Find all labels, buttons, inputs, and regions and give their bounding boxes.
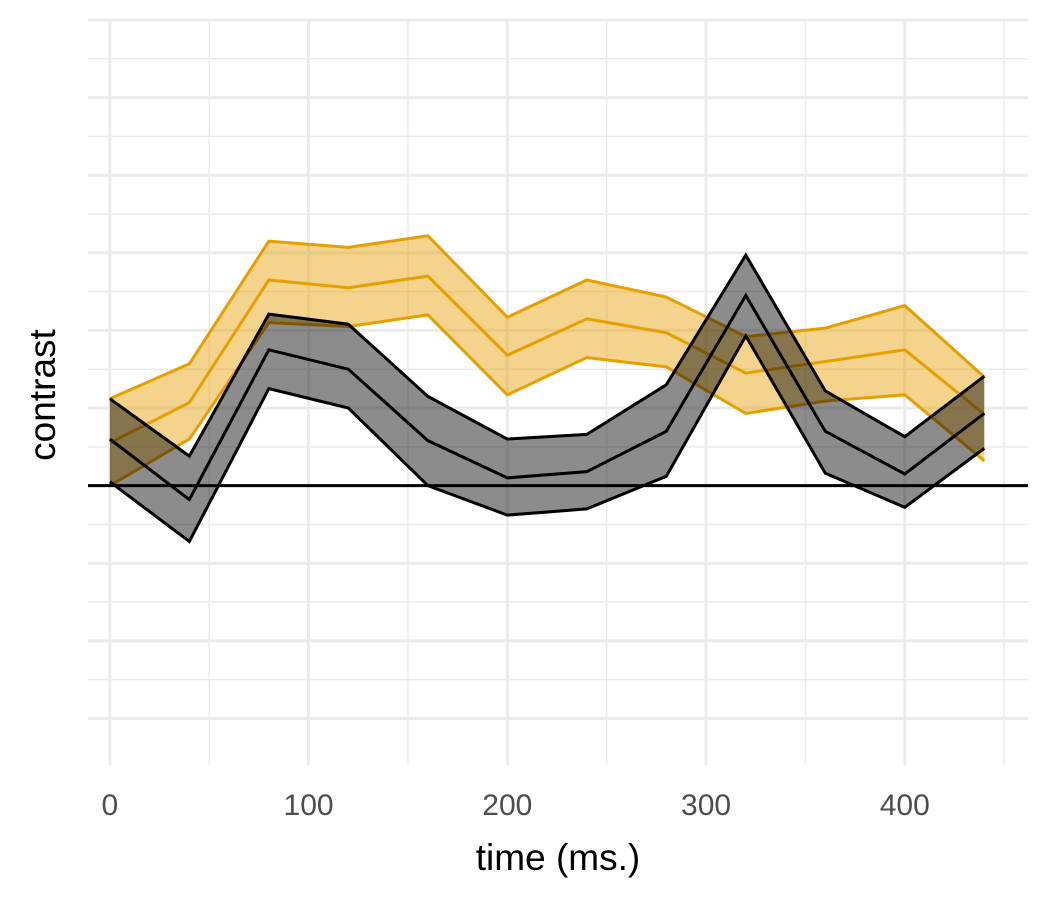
series-0-mean-line [109,274,986,445]
x-tick-label: 0 [102,789,119,822]
x-tick-label: 100 [284,789,334,822]
series-0-upper-line [109,234,986,401]
series-1-upper-line [108,252,986,459]
series-1 [108,252,986,544]
x-tick-label: 300 [681,789,731,822]
x-tick-label: 200 [482,789,532,822]
series-1-mean-line [108,292,986,502]
series-1-lower-line [108,332,986,544]
x-axis-title: time (ms.) [476,837,640,878]
y-axis-title: contrast [22,328,63,460]
series-0-ribbon [109,235,985,486]
x-tick-labels: 0 100 200 300 400 [102,789,930,822]
x-tick-label: 400 [880,789,930,822]
series-layer [108,234,986,544]
